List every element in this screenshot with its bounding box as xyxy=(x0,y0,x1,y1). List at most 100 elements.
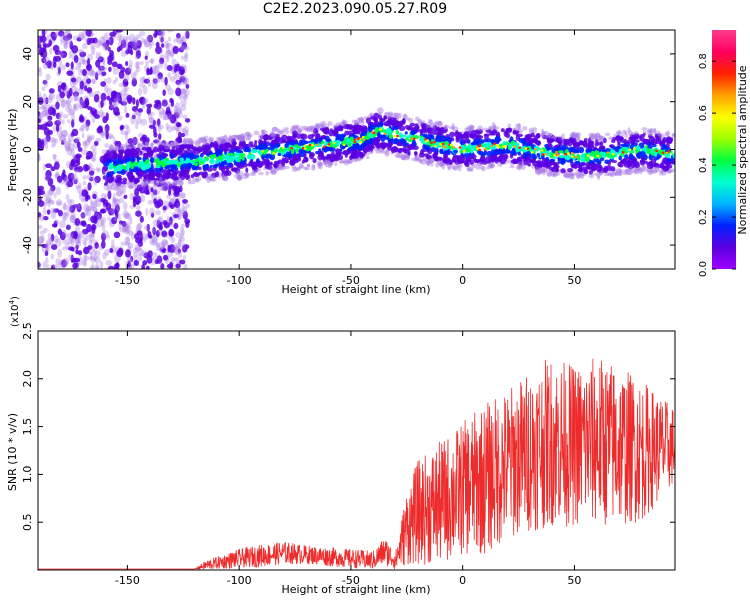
spectrogram-noise xyxy=(122,96,126,105)
spectrogram-noise xyxy=(107,55,114,62)
spectrogram-noise xyxy=(42,109,48,116)
spectrogram-noise xyxy=(88,234,95,243)
spectrogram-band xyxy=(264,134,269,141)
spectrogram-peak xyxy=(628,148,632,152)
spectrogram-noise xyxy=(137,240,144,248)
spectrogram-noise xyxy=(62,114,69,119)
spectrogram-noise xyxy=(148,43,152,50)
spectrogram-band xyxy=(321,135,326,139)
spectrogram-noise xyxy=(105,234,111,240)
spectrogram-band xyxy=(118,149,125,154)
spectrogram-noise xyxy=(127,138,134,145)
spectrogram-band xyxy=(238,141,243,147)
spectrogram-noise xyxy=(167,72,172,79)
spectrogram-noise xyxy=(67,37,72,46)
spectrogram-band xyxy=(562,158,567,164)
spectrogram-band xyxy=(326,154,331,160)
spectrogram-noise xyxy=(93,254,98,262)
spectrogram-noise xyxy=(100,92,107,102)
spectrogram-noise xyxy=(152,163,157,170)
spectrogram-noise xyxy=(158,107,165,116)
spectrogram-band xyxy=(656,153,660,159)
spectrogram-band xyxy=(426,160,431,167)
spectrogram-band xyxy=(424,129,430,134)
spectrogram-noise xyxy=(83,141,88,150)
spectrogram-noise xyxy=(67,110,75,116)
spectrogram-noise xyxy=(161,248,166,253)
spectrogram-noise xyxy=(180,132,186,138)
spectrogram-band xyxy=(329,147,336,153)
spectrogram-band xyxy=(552,172,559,177)
spectrogram-noise xyxy=(78,63,82,68)
spectrogram-noise xyxy=(84,196,89,202)
spectrogram-noise xyxy=(45,239,52,246)
spectrogram-noise xyxy=(162,113,168,121)
spectrogram-noise xyxy=(180,66,185,75)
spectrogram-band xyxy=(229,157,235,162)
spectrogram-noise xyxy=(183,88,190,97)
spectrogram-band xyxy=(312,163,316,169)
spectrogram-noise xyxy=(155,244,162,252)
spectrogram-noise xyxy=(38,235,45,244)
spectrogram-noise xyxy=(161,100,168,107)
spectrogram-peak xyxy=(555,150,558,154)
spectrogram-noise xyxy=(77,32,85,41)
spectrogram-band xyxy=(247,147,251,153)
spectrogram-noise xyxy=(60,129,68,138)
spectrogram-band xyxy=(576,174,580,179)
spectrogram-noise xyxy=(153,132,158,138)
spectrogram-noise xyxy=(58,113,63,120)
spectrogram-noise xyxy=(132,247,139,254)
spectrogram-noise xyxy=(88,256,96,261)
spectrogram-noise xyxy=(93,257,101,264)
spectrogram-noise xyxy=(181,75,186,82)
spectrogram-noise xyxy=(85,119,91,127)
spectrogram-band xyxy=(518,138,523,143)
spectrogram-noise xyxy=(167,88,174,96)
spectrogram-noise xyxy=(169,197,175,206)
spectrogram-noise xyxy=(140,37,146,44)
spectrogram-noise xyxy=(142,260,148,266)
spectrogram-noise xyxy=(73,104,77,111)
spectrogram-noise xyxy=(122,73,130,83)
spectrogram-noise xyxy=(134,70,138,77)
spectrogram-band xyxy=(667,139,673,144)
spectrogram-band xyxy=(237,176,243,180)
spectrogram-noise xyxy=(66,98,71,108)
spectrogram-noise xyxy=(175,257,180,264)
spectrogram-noise xyxy=(124,87,128,96)
spectrogram-noise xyxy=(101,222,106,232)
spectrogram-band xyxy=(548,142,552,146)
colorbar-tick-label: 0.4 xyxy=(698,157,709,173)
spectrogram-noise xyxy=(111,91,118,96)
spectrogram-noise xyxy=(124,236,130,243)
spectrogram-band xyxy=(407,151,411,156)
spectrogram-noise xyxy=(82,140,88,146)
spectrogram-noise xyxy=(168,198,175,203)
spectrogram-noise xyxy=(73,155,81,164)
spectrogram-noise xyxy=(113,231,121,239)
spectrogram-band xyxy=(116,184,122,191)
spectrogram-noise xyxy=(51,32,58,38)
spectrogram-noise xyxy=(101,71,107,76)
spectrogram-band xyxy=(622,158,627,163)
spectrogram-noise xyxy=(162,89,166,97)
spectrogram-band xyxy=(456,155,461,162)
spectrogram-noise xyxy=(179,192,187,199)
spectrogram-noise xyxy=(70,246,75,252)
spectrogram-noise xyxy=(69,234,75,243)
spectrogram-noise xyxy=(57,30,65,37)
spectrogram-noise xyxy=(69,40,74,50)
spectrogram-band xyxy=(210,141,214,148)
spectrogram-band xyxy=(435,134,442,141)
spectrogram-noise xyxy=(47,97,53,104)
spectrogram-band xyxy=(347,147,353,151)
spectrogram-noise xyxy=(75,177,79,183)
spectrogram-noise xyxy=(147,199,154,205)
spectrogram-noise xyxy=(144,38,151,48)
spectrogram-noise xyxy=(86,87,93,93)
spectrogram-noise xyxy=(133,259,140,266)
spectrogram-noise xyxy=(91,156,96,162)
spectrogram-band xyxy=(317,123,324,129)
spectrogram-band xyxy=(642,138,649,145)
